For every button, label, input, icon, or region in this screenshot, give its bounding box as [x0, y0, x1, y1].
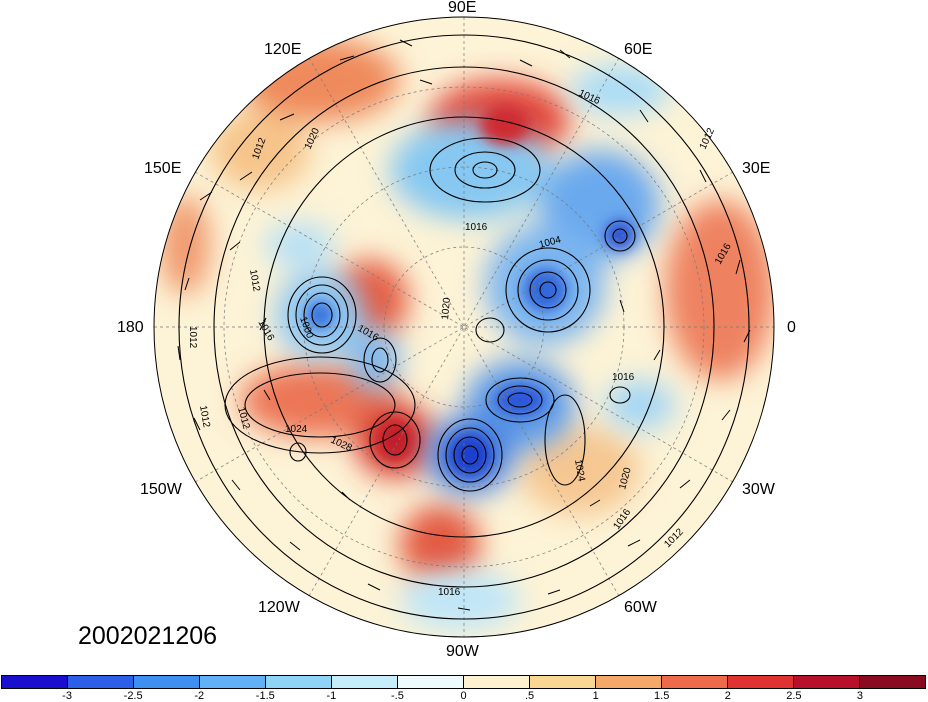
colorbar-swatch	[596, 676, 662, 688]
lon-label-30e: 30E	[742, 160, 771, 177]
colorbar-swatch	[134, 676, 200, 688]
colorbar-swatch	[464, 676, 530, 688]
colorbar-tick-label: -1	[326, 690, 337, 702]
isobar-label: 1020	[440, 297, 453, 321]
colorbar-swatch	[530, 676, 596, 688]
isobar-label: 1012	[247, 269, 262, 293]
isobar-label: 1024	[285, 424, 308, 435]
colorbar-tick-label: -2.5	[123, 690, 143, 702]
lon-label-60w: 60W	[624, 599, 657, 616]
colorbar-tick-label: 2	[724, 690, 731, 702]
lon-label-150e: 150E	[144, 160, 182, 177]
colorbar-swatch	[68, 676, 134, 688]
isobar-label: 1016	[612, 372, 635, 383]
isobar-label: 1012	[187, 326, 198, 349]
colorbar-tick-label: 1.5	[654, 690, 670, 702]
lon-label-90w: 90W	[446, 643, 479, 660]
colorbar-swatch	[266, 676, 332, 688]
colorbar-tick-label: 1	[592, 690, 599, 702]
lon-label-120e: 120E	[264, 41, 302, 58]
colorbar-tick-label: .5	[524, 690, 535, 702]
lon-label-0: 0	[787, 319, 796, 336]
anomaly-field	[154, 17, 774, 637]
colorbar-swatch	[398, 676, 464, 688]
colorbar-swatch	[662, 676, 728, 688]
isobars	[178, 34, 750, 620]
colorbar	[1, 675, 926, 689]
colorbar-tick-label: 3	[856, 690, 863, 702]
colorbar-tick-label: 0	[460, 690, 467, 702]
colorbar-tick-label: -1.5	[255, 690, 275, 702]
colorbar-swatch	[728, 676, 794, 688]
isobar-label: 1024	[572, 459, 587, 483]
colorbar-tick-label: -2	[194, 690, 205, 702]
isobar-label: 1012	[197, 405, 212, 429]
colorbar-tick-label: 2.5	[786, 690, 802, 702]
colorbar-tick-label: -.5	[391, 690, 404, 702]
colorbar-swatch	[332, 676, 398, 688]
colorbar-tick-label: -3	[62, 690, 72, 702]
lon-label-120w: 120W	[258, 599, 300, 616]
wind-barbs	[177, 39, 751, 611]
isobar-label: 1016	[465, 222, 488, 233]
lon-label-150w: 150W	[140, 481, 182, 498]
lon-label-60e: 60E	[624, 41, 653, 58]
colorbar-swatch	[860, 676, 925, 688]
colorbar-swatch	[794, 676, 860, 688]
lon-label-30w: 30W	[742, 481, 775, 498]
lon-label-90e: 90E	[448, 0, 477, 16]
colorbar-swatch	[200, 676, 266, 688]
lon-label-180: 180	[117, 319, 144, 336]
isobar-label: 1016	[438, 587, 461, 598]
colorbar-swatch	[2, 676, 68, 688]
timestamp-label: 2002021206	[78, 622, 218, 650]
